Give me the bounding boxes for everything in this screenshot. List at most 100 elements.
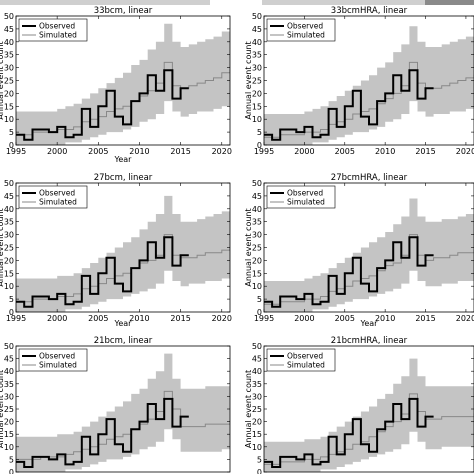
top-bar-right-light bbox=[262, 0, 425, 5]
legend-observed-label: Observed bbox=[287, 189, 323, 198]
top-color-bars bbox=[0, 0, 474, 5]
chart-title: 33bcm, linear bbox=[94, 6, 153, 16]
legend-simulated-label: Simulated bbox=[287, 198, 325, 207]
chart-panel-4: 0 5 10 15 20 25 30 35 40 45 50 1995 2000 2005 2010 2015… bbox=[244, 173, 474, 328]
y-axis-label: Annual event count bbox=[0, 208, 5, 286]
y-tick-label: 50 bbox=[252, 342, 262, 351]
y-axis-label: Annual event count bbox=[0, 41, 5, 119]
uncertainty-band bbox=[16, 195, 230, 312]
y-tick-label: 45 bbox=[4, 192, 14, 201]
observed-series-line bbox=[16, 236, 189, 308]
y-tick-label: 25 bbox=[252, 405, 262, 414]
y-tick-label: 30 bbox=[252, 64, 262, 73]
y-axis-label: Annual event count bbox=[244, 208, 253, 286]
chart-title: 33bcmHRA, linear bbox=[331, 6, 408, 16]
chart-panel-3: 0 5 10 15 20 25 30 35 40 45 50 1995 2000 2005 2010 2015… bbox=[0, 173, 232, 328]
y-tick-label: 0 bbox=[257, 308, 262, 317]
y-tick-label: 45 bbox=[4, 355, 14, 364]
y-tick-label: 15 bbox=[4, 430, 14, 439]
y-tick-label: 10 bbox=[252, 115, 262, 124]
legend-observed-label: Observed bbox=[287, 352, 323, 361]
x-tick-label: 2015 bbox=[415, 314, 435, 323]
chart-panel-1: 0 5 10 15 20 25 30 35 40 45 50 1995 2000 2005 2010 2015… bbox=[0, 6, 232, 164]
x-tick-label: 2010 bbox=[129, 314, 149, 323]
y-tick-label: 5 bbox=[257, 295, 262, 304]
y-tick-label: 10 bbox=[4, 443, 14, 452]
y-tick-label: 20 bbox=[252, 89, 262, 98]
y-tick-label: 50 bbox=[4, 12, 14, 21]
chart-panel-2: 0 5 10 15 20 25 30 35 40 45 50 1995 2000 2005 2010 2015… bbox=[244, 6, 474, 156]
x-tick-label: 2000 bbox=[47, 147, 67, 156]
x-tick-label: 2010 bbox=[375, 314, 395, 323]
y-tick-label: 40 bbox=[4, 205, 14, 214]
y-tick-label: 5 bbox=[257, 128, 262, 137]
legend-simulated-label: Simulated bbox=[287, 361, 325, 370]
y-tick-label: 40 bbox=[252, 205, 262, 214]
legend-observed-label: Observed bbox=[39, 352, 75, 361]
y-tick-label: 0 bbox=[257, 468, 262, 474]
y-tick-label: 45 bbox=[252, 355, 262, 364]
x-axis-label: Year bbox=[114, 155, 133, 164]
plot-area bbox=[16, 353, 230, 472]
chart-title: 21bcm, linear bbox=[94, 336, 153, 346]
y-tick-label: 10 bbox=[4, 115, 14, 124]
uncertainty-band bbox=[16, 353, 230, 472]
observed-series-line bbox=[264, 236, 434, 308]
y-tick-label: 5 bbox=[9, 295, 14, 304]
y-tick-label: 10 bbox=[252, 282, 262, 291]
top-bar-left bbox=[0, 0, 210, 5]
plot-area bbox=[264, 26, 474, 145]
y-tick-label: 20 bbox=[4, 418, 14, 427]
y-tick-label: 5 bbox=[9, 128, 14, 137]
x-tick-label: 1995 bbox=[6, 314, 26, 323]
legend-simulated-label: Simulated bbox=[39, 198, 77, 207]
y-tick-label: 15 bbox=[252, 430, 262, 439]
y-tick-label: 5 bbox=[257, 455, 262, 464]
y-axis-label: Annual event count bbox=[0, 370, 5, 448]
y-axis-label: Annual event count bbox=[244, 370, 253, 448]
y-tick-label: 30 bbox=[4, 231, 14, 240]
y-tick-label: 10 bbox=[252, 443, 262, 452]
observed-series-line bbox=[264, 397, 434, 468]
x-tick-label: 1995 bbox=[6, 147, 26, 156]
y-tick-label: 0 bbox=[9, 308, 14, 317]
chart-title: 27bcm, linear bbox=[94, 173, 153, 183]
chart-title: 27bcmHRA, linear bbox=[331, 173, 408, 183]
y-tick-label: 35 bbox=[4, 51, 14, 60]
x-tick-label: 1995 bbox=[254, 147, 274, 156]
y-tick-label: 35 bbox=[4, 218, 14, 227]
y-tick-label: 25 bbox=[4, 77, 14, 86]
x-tick-label: 2000 bbox=[47, 314, 67, 323]
x-tick-label: 2020 bbox=[212, 314, 232, 323]
observed-series-line bbox=[16, 397, 189, 468]
x-tick-label: 2005 bbox=[88, 314, 108, 323]
top-bar-right-dark bbox=[425, 0, 474, 5]
observed-series-line bbox=[264, 69, 434, 141]
chart-panel-5: 0 5 10 15 20 25 30 35 40 45 50 21bcm, linear Annual … bbox=[0, 336, 231, 474]
y-tick-label: 40 bbox=[252, 367, 262, 376]
y-tick-label: 20 bbox=[252, 256, 262, 265]
y-tick-label: 20 bbox=[4, 89, 14, 98]
x-tick-label: 2010 bbox=[129, 147, 149, 156]
legend-simulated-label: Simulated bbox=[287, 31, 325, 40]
y-tick-label: 15 bbox=[252, 102, 262, 111]
x-tick-label: 2000 bbox=[294, 147, 314, 156]
y-tick-label: 35 bbox=[252, 380, 262, 389]
y-tick-label: 25 bbox=[252, 244, 262, 253]
y-tick-label: 15 bbox=[4, 102, 14, 111]
x-tick-label: 2015 bbox=[415, 147, 435, 156]
y-tick-label: 35 bbox=[252, 51, 262, 60]
legend-simulated-label: Simulated bbox=[39, 31, 77, 40]
y-tick-label: 50 bbox=[4, 342, 14, 351]
x-tick-label: 2005 bbox=[88, 147, 108, 156]
plot-area bbox=[264, 198, 474, 312]
y-tick-label: 30 bbox=[252, 231, 262, 240]
y-tick-label: 50 bbox=[4, 179, 14, 188]
y-tick-label: 5 bbox=[9, 455, 14, 464]
y-tick-label: 20 bbox=[252, 418, 262, 427]
